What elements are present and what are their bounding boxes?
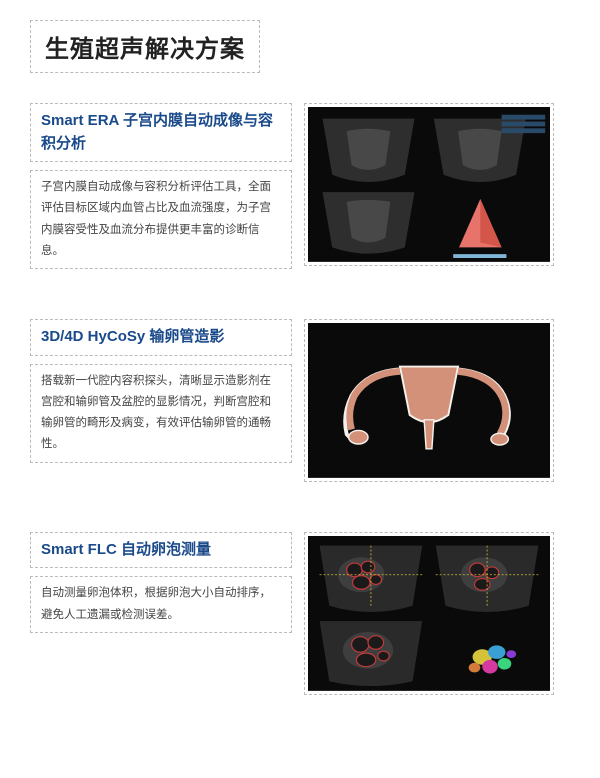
section-title-box: Smart FLC 自动卵泡测量 — [30, 532, 292, 569]
ultrasound-image-flc — [308, 536, 550, 691]
section-text-col: 3D/4D HyCoSy 输卵管造影 搭载新一代腔内容积探头，清晰显示造影剂在宫… — [30, 319, 292, 463]
ultrasound-image-era — [308, 107, 550, 262]
section-desc-box: 搭载新一代腔内容积探头，清晰显示造影剂在宫腔和输卵管及盆腔的显影情况，判断宫腔和… — [30, 364, 292, 463]
section-desc: 自动测量卵泡体积，根据卵泡大小自动排序，避免人工遗漏或检测误差。 — [41, 583, 281, 626]
section-text-col: Smart ERA 子宫内膜自动成像与容积分析 子宫内膜自动成像与容积分析评估工… — [30, 103, 292, 269]
section-desc: 搭载新一代腔内容积探头，清晰显示造影剂在宫腔和输卵管及盆腔的显影情况，判断宫腔和… — [41, 371, 281, 456]
section-desc: 子宫内膜自动成像与容积分析评估工具，全面评估目标区域内血管占比及血流强度，为子宫… — [41, 177, 281, 262]
section-title: Smart FLC 自动卵泡测量 — [41, 539, 281, 562]
section-text-col: Smart FLC 自动卵泡测量 自动测量卵泡体积，根据卵泡大小自动排序，避免人… — [30, 532, 292, 633]
page-title: 生殖超声解决方案 — [45, 29, 245, 64]
section-hycosy: 3D/4D HyCoSy 输卵管造影 搭载新一代腔内容积探头，清晰显示造影剂在宫… — [30, 319, 570, 482]
section-title: 3D/4D HyCoSy 输卵管造影 — [41, 326, 281, 349]
section-image-box — [304, 103, 554, 266]
section-image-box — [304, 319, 554, 482]
section-flc: Smart FLC 自动卵泡测量 自动测量卵泡体积，根据卵泡大小自动排序，避免人… — [30, 532, 570, 695]
section-title: Smart ERA 子宫内膜自动成像与容积分析 — [41, 110, 281, 155]
section-title-box: Smart ERA 子宫内膜自动成像与容积分析 — [30, 103, 292, 162]
section-era: Smart ERA 子宫内膜自动成像与容积分析 子宫内膜自动成像与容积分析评估工… — [30, 103, 570, 269]
ultrasound-image-hycosy — [308, 323, 550, 478]
section-desc-box: 子宫内膜自动成像与容积分析评估工具，全面评估目标区域内血管占比及血流强度，为子宫… — [30, 170, 292, 269]
section-desc-box: 自动测量卵泡体积，根据卵泡大小自动排序，避免人工遗漏或检测误差。 — [30, 576, 292, 633]
section-image-box — [304, 532, 554, 695]
page-title-box: 生殖超声解决方案 — [30, 20, 260, 73]
section-title-box: 3D/4D HyCoSy 输卵管造影 — [30, 319, 292, 356]
